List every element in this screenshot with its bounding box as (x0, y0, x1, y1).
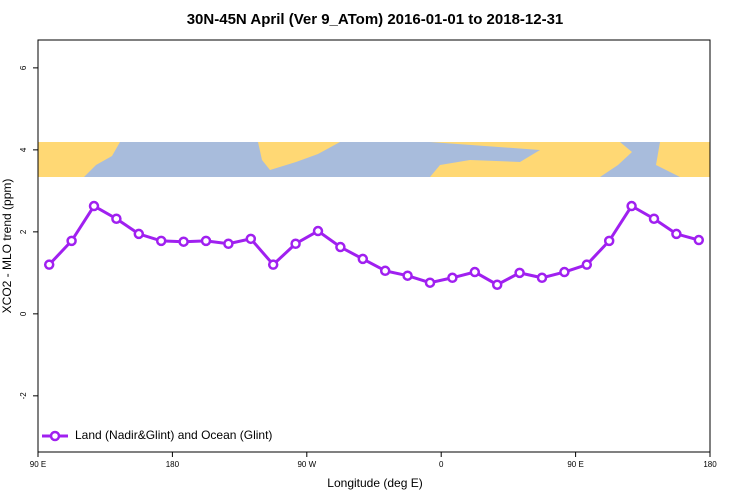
x-tick-label: 90 E (30, 460, 46, 469)
data-point (491, 279, 503, 290)
data-point (379, 265, 391, 277)
land (82, 142, 120, 177)
data-point (312, 225, 324, 237)
x-tick-label: 180 (703, 460, 717, 469)
data-point (290, 238, 301, 249)
data-point (424, 277, 436, 288)
data-point (514, 267, 525, 279)
data-point (335, 241, 346, 253)
data-line (48, 204, 700, 287)
data-point (357, 253, 369, 265)
data-point (447, 272, 458, 284)
data-point (671, 228, 682, 240)
x-tick-label: 180 (166, 460, 180, 469)
land (38, 142, 82, 177)
data-point (536, 272, 548, 284)
legend-marker (49, 430, 61, 442)
x-tick-label: 90 E (567, 460, 583, 469)
data-point (178, 236, 189, 247)
data-point (111, 213, 122, 224)
data-point (200, 235, 212, 247)
legend-label: Land (Nadir&Glint) and Ocean (Glint) (75, 428, 272, 442)
data-point (693, 234, 705, 246)
data-point (88, 200, 100, 212)
chart-title: 30N-45N April (Ver 9_ATom) 2016-01-01 to… (187, 11, 564, 28)
y-tick-label: 6 (19, 65, 28, 70)
data-point (402, 270, 413, 281)
y-tick-label: -2 (19, 392, 28, 400)
data-point (223, 238, 234, 249)
data-point (581, 259, 593, 270)
data-point (626, 200, 637, 212)
x-tick-label: 0 (439, 460, 444, 469)
data-point (469, 266, 481, 278)
data-point (66, 235, 77, 247)
y-tick-label: 2 (19, 229, 28, 234)
y-tick-label: 4 (19, 147, 28, 152)
y-axis-label: XCO2 - MLO trend (ppm) (0, 179, 14, 314)
land (258, 142, 340, 170)
data-point (245, 233, 257, 245)
plot-frame (37, 39, 711, 453)
data-point (559, 266, 570, 278)
y-tick-label: 0 (19, 311, 28, 316)
map-band (38, 142, 710, 177)
data-point (648, 213, 660, 224)
data-point (43, 259, 55, 270)
data-point (133, 228, 145, 240)
data-point (603, 235, 615, 247)
land (656, 142, 710, 177)
data-point (267, 259, 279, 270)
data-point (155, 235, 167, 247)
x-axis-label: Longitude (deg E) (327, 476, 422, 490)
land (430, 142, 632, 177)
x-tick-label: 90 W (297, 460, 316, 469)
